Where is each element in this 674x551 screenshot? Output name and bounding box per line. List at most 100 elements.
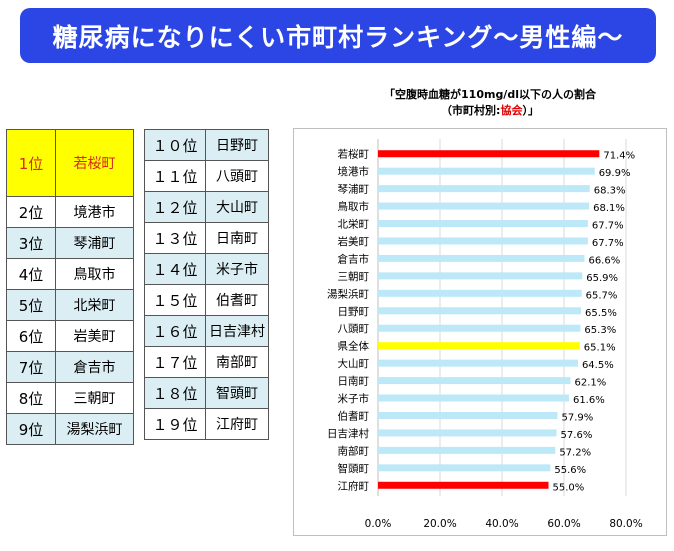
rank-label: 8位: [6, 382, 56, 414]
rank-label: 2位: [6, 196, 56, 228]
ranking-row: 8位 三朝町: [6, 382, 134, 414]
rank-label: １２位: [144, 191, 206, 223]
category-label: 北栄町: [338, 218, 370, 231]
bar: [378, 342, 580, 350]
ranking-row: １２位 大山町: [144, 191, 269, 223]
town-name: 倉吉市: [55, 351, 134, 383]
category-label: 琴浦町: [338, 183, 370, 196]
bar: [378, 429, 557, 437]
town-name: 智頭町: [205, 377, 269, 409]
rank-label: １３位: [144, 222, 206, 254]
chart-title: 「空腹時血糖が110mg/dl以下の人の割合 （市町村別:協会）」: [340, 87, 640, 119]
town-name: 八頭町: [205, 160, 269, 192]
ranking-row: １０位 日野町: [144, 129, 269, 161]
town-name: 岩美町: [55, 320, 134, 352]
town-name: 三朝町: [55, 382, 134, 414]
value-label: 61.6%: [573, 395, 605, 406]
value-label: 55.6%: [554, 465, 586, 476]
rank-label: 4位: [6, 258, 56, 290]
town-name: 湯梨浜町: [55, 413, 134, 445]
ranking-row: 6位 岩美町: [6, 320, 134, 352]
category-label: 県全体: [338, 340, 370, 353]
ranking-row: １７位 南部町: [144, 346, 269, 378]
page-title: 糖尿病になりにくい市町村ランキング～男性編～: [52, 22, 624, 52]
bar: [378, 307, 582, 315]
town-name: 大山町: [205, 191, 269, 223]
rank-label: １１位: [144, 160, 206, 192]
rank-label: 1位: [6, 129, 56, 197]
value-label: 65.5%: [585, 308, 617, 319]
x-tick-label: 20.0%: [423, 518, 456, 530]
town-name: 米子市: [205, 253, 269, 285]
rank-label: 5位: [6, 289, 56, 321]
category-label: 日南町: [338, 375, 370, 388]
x-tick-label: 60.0%: [547, 518, 580, 530]
x-tick-label: 40.0%: [485, 518, 518, 530]
town-name: 日南町: [205, 222, 269, 254]
rank-label: 6位: [6, 320, 56, 352]
rank-label: １０位: [144, 129, 206, 161]
value-label: 69.9%: [599, 168, 631, 179]
town-name: 琴浦町: [55, 227, 134, 259]
bar: [378, 150, 600, 158]
category-label: 若桜町: [338, 148, 370, 161]
ranking-table-left: 1位 若桜町 2位 境港市 3位 琴浦町 4位 鳥取市 5位 北栄町 6位 岩美町 7位 倉吉市 8位 三朝町…: [6, 129, 134, 445]
ranking-row: １４位 米子市: [144, 253, 269, 285]
value-label: 57.9%: [561, 412, 593, 423]
ranking-row: 3位 琴浦町: [6, 227, 134, 259]
chart-title-prefix: （市町村別:: [441, 104, 501, 117]
bar-chart: 若桜町 71.4% 境港市 69.9% 琴浦町 68.3% 鳥取市 68.1% 北栄町 67.7%…: [327, 139, 643, 530]
bar: [378, 446, 556, 454]
bar: [378, 411, 558, 419]
ranking-row: １８位 智頭町: [144, 377, 269, 409]
ranking-row: １１位 八頭町: [144, 160, 269, 192]
bar: [378, 464, 551, 472]
ranking-row: 1位 若桜町: [6, 129, 134, 197]
town-name: 鳥取市: [55, 258, 134, 290]
bar: [378, 272, 583, 280]
town-name: 江府町: [205, 408, 269, 440]
value-label: 68.3%: [594, 186, 626, 197]
rank-label: 9位: [6, 413, 56, 445]
town-name: 若桜町: [55, 129, 134, 197]
ranking-row: 7位 倉吉市: [6, 351, 134, 383]
town-name: 北栄町: [55, 289, 134, 321]
ranking-table-right: １０位 日野町 １１位 八頭町 １２位 大山町 １３位 日南町 １４位 米子市 １５位 伯耆町 １６位日…: [144, 129, 269, 440]
bar: [378, 220, 588, 228]
category-label: 日吉津村: [327, 427, 369, 440]
bar: [378, 377, 571, 385]
x-tick-label: 0.0%: [365, 518, 392, 530]
ranking-row: 2位 境港市: [6, 196, 134, 228]
value-label: 67.7%: [592, 221, 624, 232]
ranking-row: １５位 伯耆町: [144, 284, 269, 316]
bar: [378, 324, 581, 332]
value-label: 67.7%: [592, 238, 624, 249]
rank-label: １６位: [144, 315, 206, 347]
ranking-row: 9位 湯梨浜町: [6, 413, 134, 445]
chart-title-suffix: ）」: [522, 104, 539, 117]
x-tick-label: 80.0%: [609, 518, 642, 530]
bar: [378, 481, 549, 489]
bar: [378, 359, 578, 367]
bar: [378, 237, 588, 245]
category-label: 南部町: [338, 444, 370, 457]
bar: [378, 202, 590, 210]
category-label: 倉吉市: [338, 252, 370, 265]
category-label: 境港市: [338, 165, 370, 178]
rank-label: 7位: [6, 351, 56, 383]
value-label: 68.1%: [593, 203, 625, 214]
rank-label: 3位: [6, 227, 56, 259]
value-label: 71.4%: [603, 151, 635, 162]
value-label: 65.9%: [586, 273, 618, 284]
value-label: 65.3%: [584, 325, 616, 336]
value-label: 66.6%: [588, 255, 620, 266]
rank-label: １９位: [144, 408, 206, 440]
category-label: 三朝町: [338, 271, 370, 283]
town-name: 伯耆町: [205, 284, 269, 316]
category-label: 日野町: [338, 306, 370, 318]
value-label: 65.7%: [586, 290, 618, 301]
page-title-banner: 糖尿病になりにくい市町村ランキング～男性編～: [20, 8, 656, 63]
category-label: 岩美町: [338, 235, 370, 248]
chart-title-line1: 「空腹時血糖が110mg/dl以下の人の割合: [384, 88, 596, 101]
bar: [378, 185, 590, 193]
